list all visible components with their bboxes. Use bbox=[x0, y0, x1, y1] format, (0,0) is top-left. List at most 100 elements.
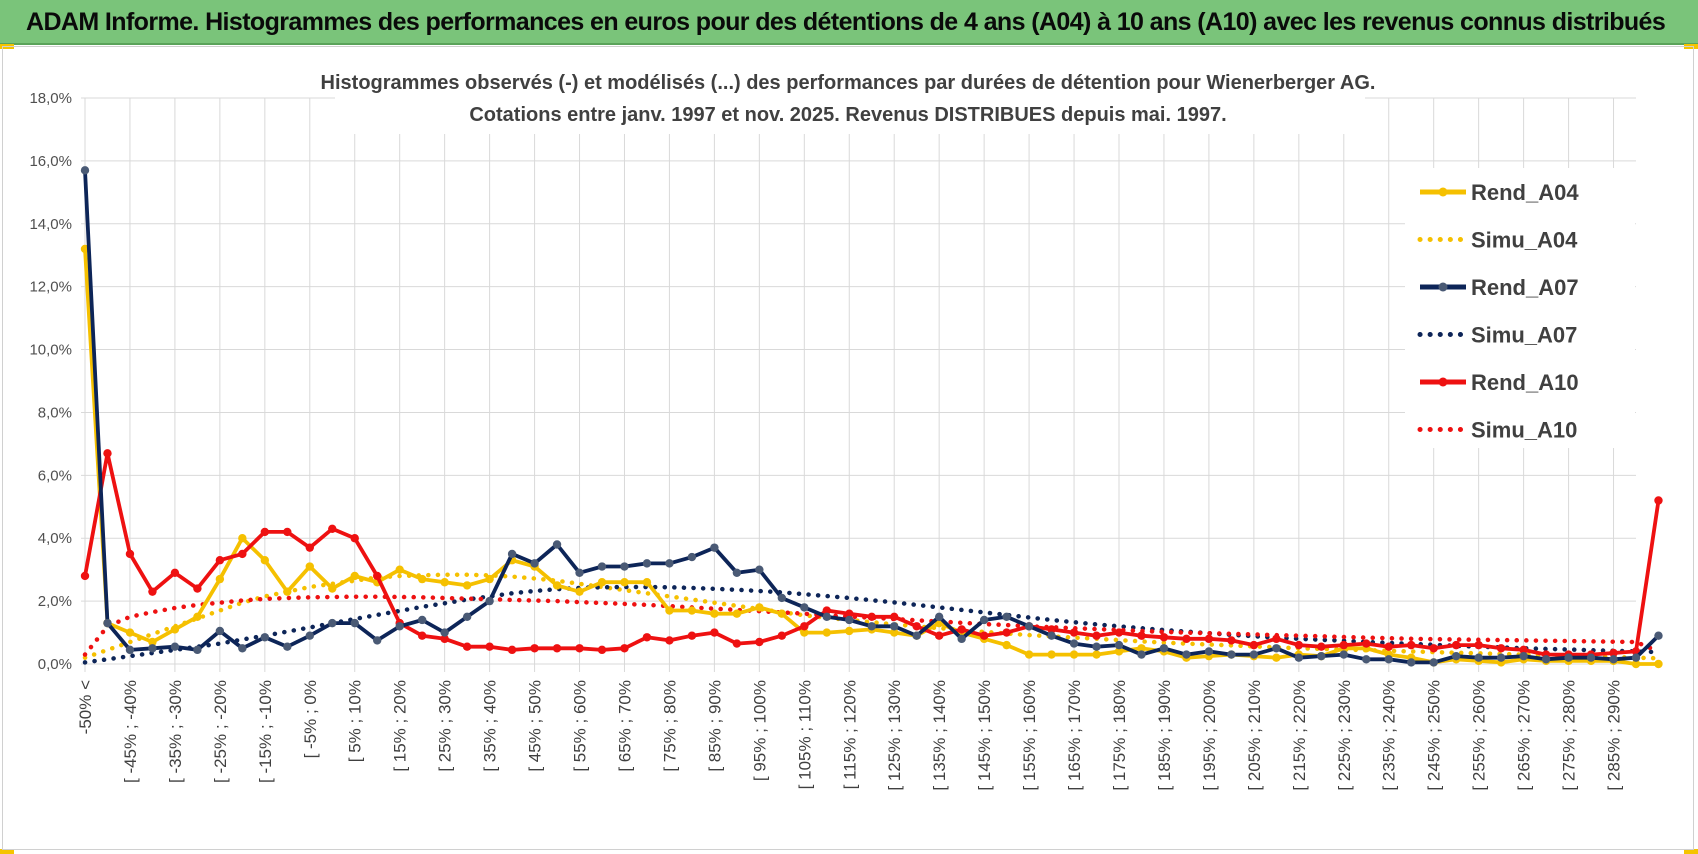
data-point bbox=[305, 631, 314, 640]
data-point bbox=[440, 628, 449, 637]
x-tick-label: [ 115% ; 120% bbox=[840, 680, 859, 789]
data-point bbox=[1137, 650, 1146, 659]
data-point bbox=[890, 622, 899, 631]
data-point bbox=[1429, 658, 1438, 667]
legend-label: Simu_A10 bbox=[1471, 418, 1577, 443]
data-point bbox=[1519, 651, 1528, 661]
legend-label: Simu_A07 bbox=[1471, 323, 1577, 348]
legend-label: Rend_A07 bbox=[1471, 275, 1579, 300]
x-tick-label: [ 105% ; 110% bbox=[795, 680, 814, 789]
data-point bbox=[1227, 636, 1236, 645]
data-point bbox=[1047, 625, 1056, 634]
data-point bbox=[1092, 650, 1101, 659]
chart-subtitle: Cotations entre janv. 1997 et nov. 2025.… bbox=[469, 104, 1226, 126]
data-point bbox=[1114, 628, 1124, 637]
data-point bbox=[1362, 639, 1371, 648]
data-point bbox=[170, 625, 180, 634]
data-point bbox=[665, 636, 674, 645]
data-point bbox=[440, 578, 449, 587]
data-point bbox=[1317, 651, 1326, 661]
data-point bbox=[620, 578, 629, 587]
data-point bbox=[710, 628, 719, 637]
data-point bbox=[732, 568, 742, 578]
data-point bbox=[1069, 650, 1079, 659]
data-point bbox=[822, 628, 831, 637]
data-point bbox=[1407, 658, 1416, 667]
data-point bbox=[1024, 622, 1034, 631]
data-point bbox=[912, 622, 921, 631]
data-point bbox=[777, 609, 787, 618]
data-point bbox=[148, 587, 157, 596]
data-point bbox=[597, 645, 607, 655]
data-point bbox=[193, 645, 202, 655]
data-point bbox=[462, 581, 472, 590]
data-point bbox=[283, 587, 292, 596]
x-tick-label: [ 55% ; 60% bbox=[571, 680, 590, 772]
data-point bbox=[1496, 653, 1506, 662]
data-point bbox=[755, 603, 764, 612]
y-tick-label: 16,0% bbox=[29, 153, 72, 170]
x-tick-label: [ 155% ; 160% bbox=[1020, 680, 1039, 791]
data-point bbox=[1002, 628, 1011, 637]
data-point bbox=[1114, 640, 1124, 650]
series-line bbox=[82, 572, 1661, 661]
data-point bbox=[575, 644, 584, 653]
data-point bbox=[777, 593, 787, 603]
data-point bbox=[1227, 650, 1236, 659]
x-tick-label: [ 215% ; 220% bbox=[1290, 680, 1309, 791]
data-point bbox=[148, 637, 157, 647]
x-tick-label: [ -5% ; 0% bbox=[301, 680, 320, 758]
data-point bbox=[642, 578, 652, 587]
data-point bbox=[462, 642, 472, 651]
series-simu-a04 bbox=[82, 572, 1661, 661]
data-point bbox=[328, 524, 337, 533]
x-tick-label: [ 125% ; 130% bbox=[885, 680, 904, 791]
x-tick-label: [ 205% ; 210% bbox=[1245, 680, 1264, 791]
data-point bbox=[170, 568, 180, 578]
x-tick-label: [ 25% ; 30% bbox=[436, 680, 455, 772]
data-point bbox=[1429, 644, 1438, 653]
data-point bbox=[1249, 650, 1259, 659]
x-tick-label: [ 85% ; 90% bbox=[705, 680, 724, 772]
data-point bbox=[1541, 655, 1551, 664]
data-point bbox=[1474, 653, 1483, 662]
data-point bbox=[732, 639, 742, 648]
data-point bbox=[1047, 650, 1056, 659]
data-point bbox=[1002, 612, 1011, 622]
corner-mark bbox=[1684, 849, 1698, 854]
data-point bbox=[1317, 642, 1326, 651]
data-point bbox=[170, 642, 180, 651]
y-axis: 0,0% 2,0% 4,0% 6,0% 8,0% 10,0% 12,0% 14,0% 16,0%… bbox=[29, 90, 72, 673]
data-point bbox=[103, 618, 112, 628]
data-point bbox=[125, 549, 135, 559]
header-banner: ADAM Informe. Histogrammes des performan… bbox=[0, 0, 1698, 45]
data-point bbox=[597, 562, 607, 571]
data-point bbox=[1092, 631, 1101, 640]
data-point bbox=[552, 644, 562, 653]
data-point bbox=[620, 644, 629, 653]
data-point bbox=[979, 615, 989, 625]
data-point bbox=[215, 626, 225, 636]
data-point bbox=[373, 571, 382, 581]
data-point bbox=[148, 644, 157, 653]
data-point bbox=[193, 584, 202, 593]
data-point bbox=[328, 584, 337, 593]
data-point bbox=[1451, 640, 1461, 650]
data-point bbox=[665, 559, 674, 568]
data-point bbox=[1451, 651, 1461, 661]
x-tick-label: [ 5% ; 10% bbox=[346, 680, 365, 762]
data-point bbox=[350, 618, 359, 628]
legend-marker bbox=[1438, 282, 1448, 292]
data-point bbox=[1384, 642, 1393, 651]
y-tick-label: 8,0% bbox=[38, 404, 72, 421]
data-point bbox=[1294, 653, 1304, 662]
chart-title: Histogrammes observés (-) et modélisés (… bbox=[321, 72, 1376, 94]
x-tick-label: [ 265% ; 270% bbox=[1515, 680, 1534, 791]
data-point bbox=[80, 166, 90, 175]
data-point bbox=[507, 549, 517, 559]
report-title: ADAM Informe. Histogrammes des performan… bbox=[26, 8, 1666, 36]
data-point bbox=[597, 578, 607, 587]
data-point bbox=[305, 562, 314, 571]
data-point bbox=[215, 574, 225, 584]
data-point bbox=[934, 631, 944, 640]
